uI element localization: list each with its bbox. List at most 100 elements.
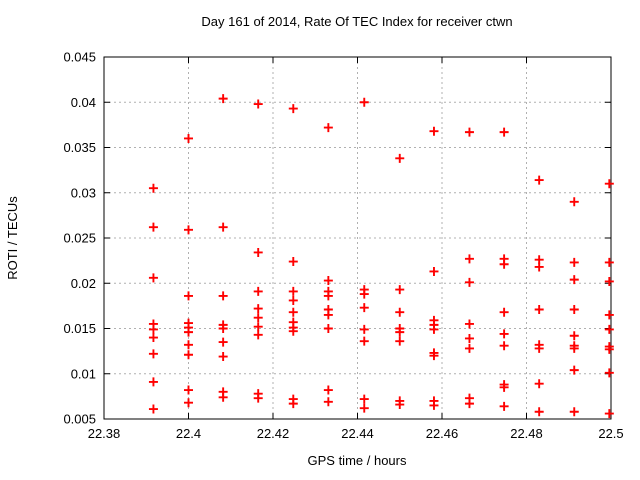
- data-point-marker: [218, 337, 228, 347]
- data-point-marker: [359, 403, 369, 413]
- x-tick-label: 22.5: [598, 426, 623, 441]
- y-tick-label: 0.025: [63, 231, 96, 246]
- data-point-marker: [429, 351, 439, 361]
- data-point-marker: [464, 319, 474, 329]
- data-point-marker: [253, 286, 263, 296]
- data-point-marker: [323, 123, 333, 133]
- data-point-marker: [604, 276, 614, 286]
- data-point-marker: [218, 94, 228, 104]
- data-point-marker: [218, 392, 228, 402]
- data-point-marker: [534, 407, 544, 417]
- data-point-marker: [184, 327, 193, 337]
- y-tick-label: 0.01: [71, 366, 96, 381]
- data-point-marker: [359, 336, 369, 346]
- data-point-marker: [464, 343, 474, 353]
- data-point-marker: [569, 407, 579, 417]
- data-point-marker: [218, 291, 228, 301]
- data-point-marker: [499, 259, 509, 269]
- y-tick-label: 0.03: [71, 185, 96, 200]
- data-point-marker: [253, 393, 263, 403]
- plot-area: 22.38 22.4 22.42 22.44 22.46 22.48 22.5 0.005 0.…: [63, 50, 623, 442]
- data-point-marker: [323, 310, 333, 320]
- data-point-marker: [395, 327, 405, 337]
- data-point-marker: [184, 398, 193, 408]
- data-point-marker: [148, 324, 158, 334]
- y-tick-label: 0.035: [63, 140, 96, 155]
- x-tick-label: 22.42: [257, 426, 290, 441]
- data-point-marker: [148, 273, 158, 283]
- data-point-marker: [148, 222, 158, 232]
- data-point-marker: [148, 183, 158, 193]
- data-point-marker: [288, 257, 298, 267]
- data-point-marker: [288, 399, 298, 409]
- data-point-marker: [604, 344, 614, 354]
- data-point-marker: [569, 197, 579, 207]
- data-point-marker: [323, 291, 333, 301]
- data-point-marker: [253, 99, 263, 109]
- data-point-marker: [253, 330, 263, 340]
- x-axis-label: GPS time / hours: [308, 453, 407, 468]
- data-point-marker: [464, 277, 474, 287]
- data-point-marker: [395, 285, 405, 295]
- data-point-marker: [499, 307, 509, 317]
- data-point-marker: [395, 153, 405, 163]
- x-tick-label: 22.44: [341, 426, 374, 441]
- data-point-marker: [359, 394, 369, 404]
- data-point-marker: [184, 133, 193, 143]
- data-point-marker: [148, 349, 158, 359]
- data-point-marker: [323, 324, 333, 333]
- data-point-marker: [395, 307, 405, 317]
- data-point-marker: [288, 326, 298, 336]
- data-point-marker: [604, 368, 614, 378]
- data-point-marker: [499, 382, 509, 392]
- data-point-marker: [569, 331, 579, 341]
- y-tick-label: 0.005: [63, 412, 96, 427]
- data-point-marker: [148, 404, 158, 414]
- y-tick-label: 0.045: [63, 50, 96, 65]
- data-point-marker: [534, 343, 544, 353]
- data-point-marker: [184, 385, 193, 395]
- data-point-marker: [429, 400, 439, 410]
- data-point-marker: [218, 222, 228, 232]
- data-point-marker: [464, 399, 474, 409]
- data-point-marker: [499, 329, 509, 339]
- data-point-marker: [569, 275, 579, 285]
- y-tick-label: 0.04: [71, 95, 96, 110]
- data-point-marker: [604, 257, 614, 267]
- data-point-marker: [184, 291, 193, 301]
- data-point-marker: [499, 341, 509, 351]
- data-point-marker: [288, 104, 298, 114]
- data-point-marker: [604, 179, 614, 189]
- data-point-marker: [359, 303, 369, 313]
- data-point-marker: [184, 340, 193, 350]
- data-point-marker: [253, 313, 263, 323]
- data-point-marker: [253, 304, 263, 314]
- data-point-marker: [395, 336, 405, 346]
- x-tick-label: 22.46: [426, 426, 459, 441]
- data-point-marker: [184, 350, 193, 360]
- data-point-marker: [499, 127, 509, 137]
- data-point-marker: [359, 324, 369, 334]
- data-point-marker: [253, 322, 263, 332]
- x-tick-label: 22.4: [176, 426, 201, 441]
- data-point-marker: [534, 379, 544, 389]
- data-point-marker: [288, 307, 298, 317]
- data-point-marker: [429, 126, 439, 136]
- data-point-marker: [604, 310, 614, 320]
- data-point-marker: [429, 324, 439, 334]
- data-point-marker: [464, 333, 474, 343]
- data-point-marker: [569, 343, 579, 353]
- data-point-marker: [218, 324, 228, 333]
- data-point-marker: [288, 295, 298, 305]
- data-point-marker: [184, 225, 193, 235]
- data-point-marker: [464, 254, 474, 264]
- data-point-marker: [359, 97, 369, 107]
- data-point-marker: [288, 286, 298, 296]
- data-point-marker: [323, 385, 333, 395]
- data-point-marker: [429, 266, 439, 276]
- data-point-marker: [148, 377, 158, 387]
- chart-title: Day 161 of 2014, Rate Of TEC Index for r…: [201, 14, 512, 29]
- data-point-marker: [534, 262, 544, 272]
